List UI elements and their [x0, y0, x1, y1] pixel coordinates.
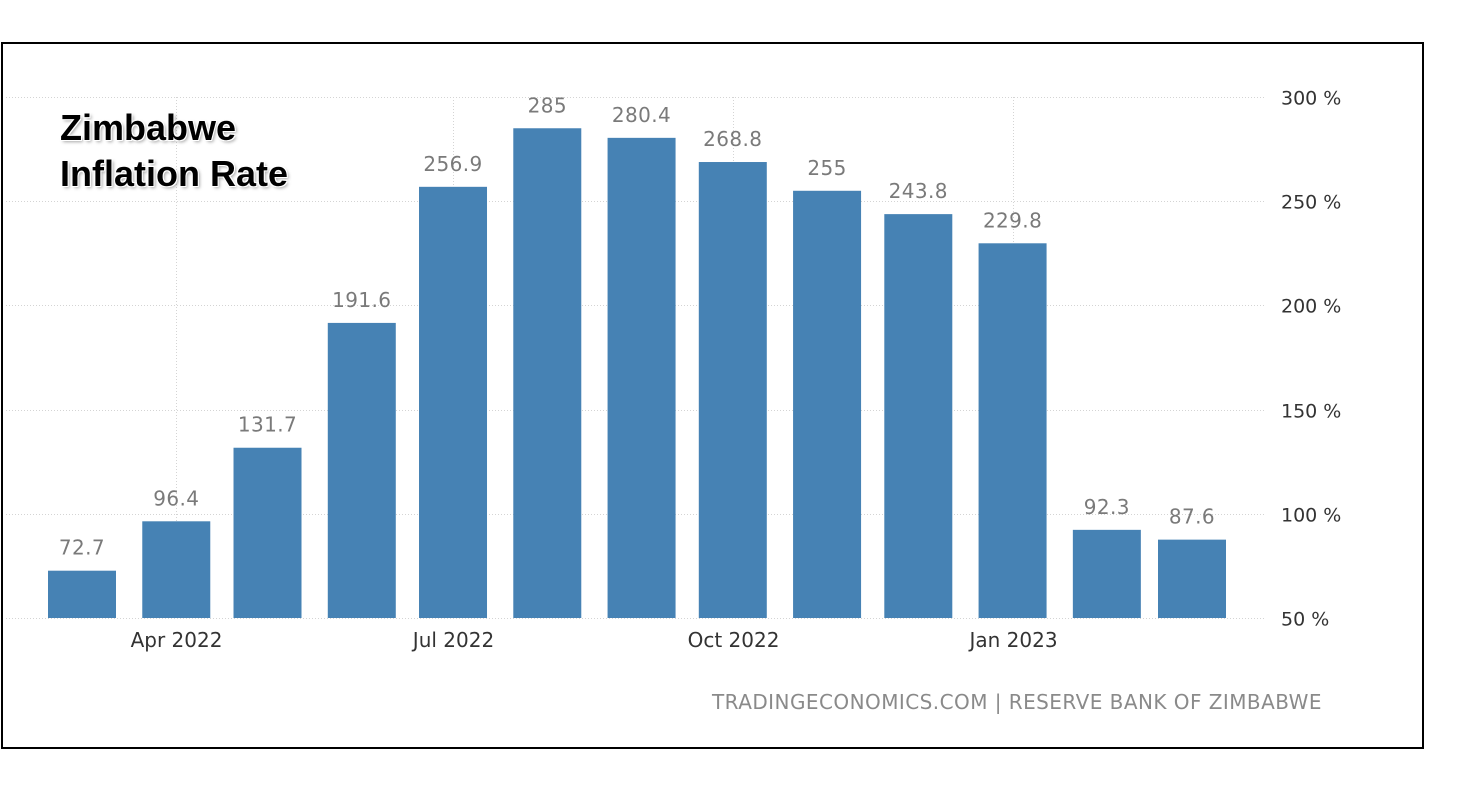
- data-label: 256.9: [423, 152, 482, 176]
- x-tick-label: Apr 2022: [131, 628, 223, 652]
- y-tick-label: 300 %: [1281, 88, 1341, 110]
- bar: [884, 214, 953, 619]
- bar: [48, 570, 116, 618]
- data-label: 255: [807, 156, 846, 180]
- bar: [607, 137, 676, 618]
- y-tick-label: 50 %: [1281, 609, 1329, 631]
- data-label: 87.6: [1169, 505, 1215, 529]
- y-axis: 300 % 250 % 200 % 150 % 100 % 50 %: [1281, 88, 1341, 631]
- source-attribution: TRADINGECONOMICS.COM | RESERVE BANK OF Z…: [712, 690, 1322, 714]
- bar: [419, 186, 488, 618]
- bar: [513, 128, 582, 618]
- data-label: 229.8: [983, 208, 1042, 232]
- x-axis: Apr 2022 Jul 2022 Oct 2022 Jan 2023: [131, 628, 1058, 652]
- data-label: 268.8: [703, 127, 762, 151]
- chart-title: Zimbabwe Inflation Rate: [60, 107, 289, 194]
- bar: [327, 322, 396, 618]
- data-label: 285: [528, 93, 567, 117]
- data-label: 280.4: [612, 103, 671, 127]
- bar: [698, 162, 767, 618]
- data-label: 92.3: [1084, 495, 1130, 519]
- x-tick-label: Jan 2023: [967, 628, 1057, 652]
- bar: [142, 521, 211, 618]
- x-tick-label: Jul 2022: [411, 628, 494, 652]
- bar: [233, 447, 302, 618]
- data-label: 72.7: [59, 536, 105, 560]
- y-tick-label: 250 %: [1281, 192, 1341, 214]
- data-label: 243.8: [889, 179, 948, 203]
- bars: [48, 128, 1226, 619]
- data-label: 131.7: [238, 413, 297, 437]
- bar: [1072, 529, 1141, 618]
- y-tick-label: 200 %: [1281, 296, 1341, 318]
- bar: [793, 190, 862, 618]
- data-labels: 72.7 96.4 131.7 191.6 256.9 285 280.4 268.8 255 2…: [59, 93, 1215, 559]
- x-tick-label: Oct 2022: [688, 628, 780, 652]
- bar: [978, 243, 1047, 618]
- data-label: 96.4: [153, 486, 199, 510]
- bar: [1158, 539, 1226, 618]
- y-tick-label: 100 %: [1281, 505, 1341, 527]
- data-label: 191.6: [332, 288, 391, 312]
- y-tick-label: 150 %: [1281, 401, 1341, 423]
